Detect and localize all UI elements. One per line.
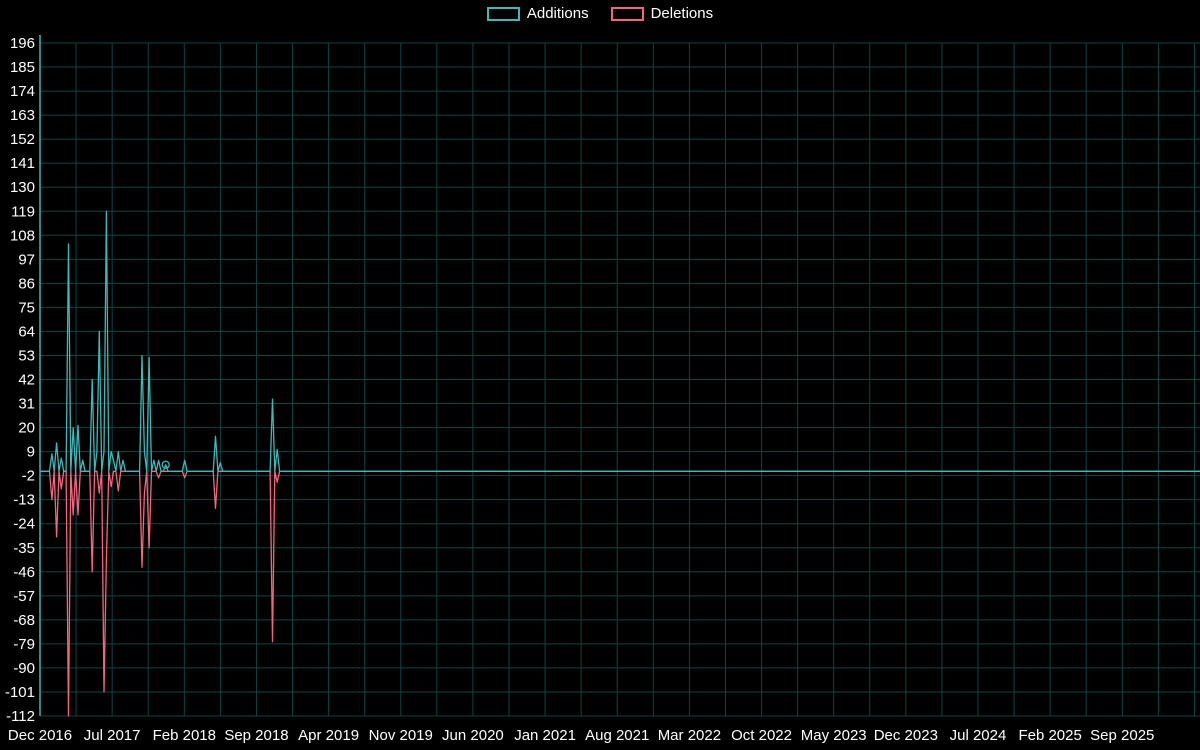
svg-text:174: 174 — [10, 83, 35, 100]
svg-text:Sep 2018: Sep 2018 — [224, 727, 288, 744]
legend-item-additions: Additions — [486, 5, 589, 22]
svg-text:Sep 2025: Sep 2025 — [1090, 727, 1154, 744]
y-axis-labels: 196 185 174 163 152 141 130 119 108 97 86 75 64 53 42 3… — [5, 35, 35, 725]
legend-swatch-deletions-icon — [610, 6, 644, 21]
svg-text:-90: -90 — [13, 660, 35, 677]
svg-text:-13: -13 — [13, 492, 35, 509]
svg-text:119: 119 — [11, 203, 35, 220]
svg-text:75: 75 — [18, 299, 35, 316]
svg-text:31: 31 — [18, 396, 35, 413]
svg-text:Nov 2019: Nov 2019 — [369, 727, 433, 744]
svg-text:141: 141 — [10, 155, 35, 172]
svg-text:-112: -112 — [6, 708, 35, 725]
svg-text:Jul 2017: Jul 2017 — [84, 727, 141, 744]
svg-text:Jun 2020: Jun 2020 — [442, 727, 504, 744]
grid-lines — [39, 42, 1200, 717]
series-additions — [40, 210, 1200, 472]
svg-text:42: 42 — [18, 372, 35, 389]
svg-text:Oct 2022: Oct 2022 — [731, 727, 792, 744]
svg-text:-68: -68 — [13, 612, 35, 629]
svg-text:130: 130 — [10, 179, 35, 196]
svg-text:-24: -24 — [13, 516, 35, 533]
svg-text:Jul 2024: Jul 2024 — [950, 727, 1007, 744]
chart-legend: Additions Deletions — [0, 6, 1200, 21]
legend-swatch-additions-icon — [486, 6, 520, 21]
legend-item-deletions: Deletions — [610, 5, 714, 22]
svg-text:196: 196 — [10, 35, 35, 52]
svg-text:185: 185 — [10, 59, 35, 76]
svg-text:163: 163 — [10, 107, 35, 124]
svg-text:152: 152 — [10, 131, 35, 148]
svg-text:Dec 2016: Dec 2016 — [8, 727, 72, 744]
svg-text:86: 86 — [18, 275, 35, 292]
point-marker — [161, 460, 170, 469]
svg-text:64: 64 — [18, 323, 35, 340]
x-axis-labels: Dec 2016 Jul 2017 Feb 2018 Sep 2018 Apr 2019… — [8, 727, 1155, 744]
svg-text:-101: -101 — [5, 684, 35, 701]
svg-text:-46: -46 — [13, 564, 35, 581]
svg-text:Jan 2021: Jan 2021 — [514, 727, 576, 744]
svg-text:Aug 2021: Aug 2021 — [585, 727, 649, 744]
svg-text:-57: -57 — [13, 588, 35, 605]
svg-text:-35: -35 — [13, 540, 35, 557]
svg-text:9: 9 — [27, 444, 35, 461]
series-deletions — [40, 470, 1200, 717]
svg-text:Mar 2022: Mar 2022 — [658, 727, 721, 744]
svg-text:97: 97 — [18, 251, 35, 268]
legend-label-additions: Additions — [526, 5, 589, 22]
svg-text:53: 53 — [18, 347, 35, 364]
legend-label-deletions: Deletions — [650, 5, 714, 22]
svg-text:Feb 2025: Feb 2025 — [1018, 727, 1081, 744]
svg-text:-2: -2 — [22, 468, 35, 485]
svg-text:Dec 2023: Dec 2023 — [874, 727, 938, 744]
svg-text:20: 20 — [18, 420, 35, 437]
svg-text:Apr 2019: Apr 2019 — [298, 727, 359, 744]
svg-text:May 2023: May 2023 — [801, 727, 867, 744]
svg-text:Feb 2018: Feb 2018 — [153, 727, 216, 744]
svg-text:108: 108 — [10, 227, 35, 244]
svg-text:-79: -79 — [13, 636, 35, 653]
